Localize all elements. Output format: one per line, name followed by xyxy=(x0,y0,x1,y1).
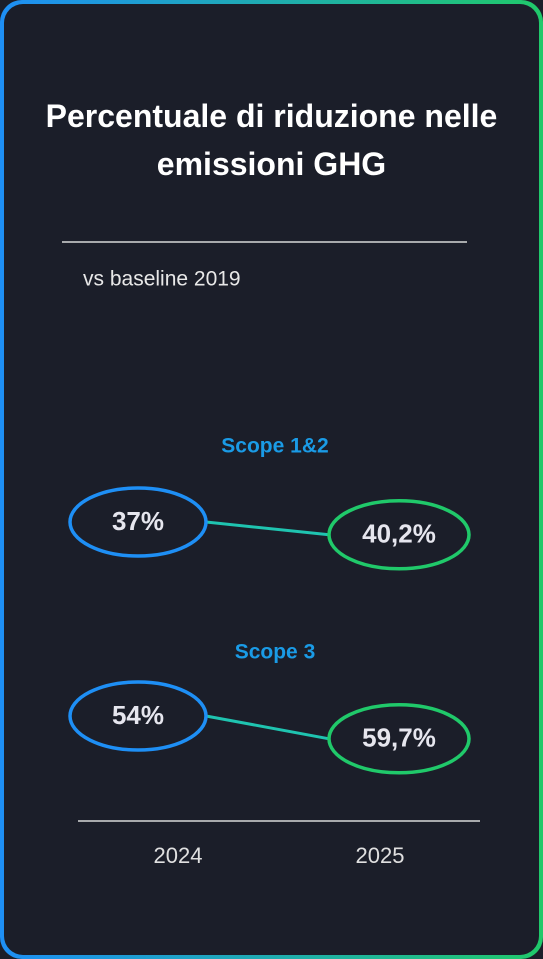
value-label: 40,2% xyxy=(362,519,436,549)
slope-line xyxy=(205,714,330,741)
slope-line xyxy=(205,520,330,537)
subtitle: vs baseline 2019 xyxy=(83,268,241,291)
x-tick-label: 2024 xyxy=(154,843,203,868)
value-ellipse xyxy=(327,703,471,775)
series-name: Scope 1&2 xyxy=(221,435,328,458)
chart: vs baseline 2019 2024 2025 Scope 1&2 37% 40,… xyxy=(62,241,480,868)
value-label: 54% xyxy=(112,700,164,730)
value-label: 59,7% xyxy=(362,723,436,753)
value-ellipse xyxy=(68,486,208,558)
card: Percentuale di riduzione nelle emissioni… xyxy=(4,4,539,955)
value-ellipse xyxy=(68,680,208,752)
value-ellipse xyxy=(327,499,471,571)
x-tick-label: 2025 xyxy=(356,843,405,868)
value-label: 37% xyxy=(112,506,164,536)
chart-title: Percentuale di riduzione nelle emissioni… xyxy=(45,98,498,182)
series-name: Scope 3 xyxy=(235,641,316,664)
